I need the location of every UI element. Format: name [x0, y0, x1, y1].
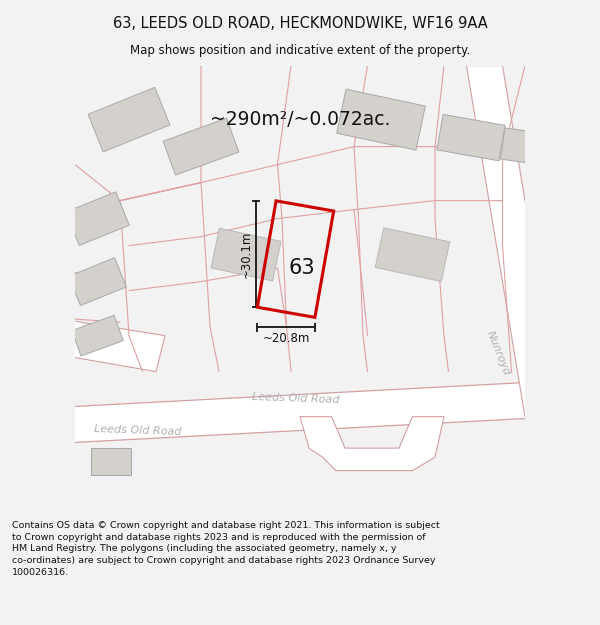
Polygon shape [88, 88, 170, 152]
Text: Nunroyd: Nunroyd [484, 330, 512, 378]
Polygon shape [467, 66, 561, 417]
Text: ~20.8m: ~20.8m [262, 332, 310, 345]
Polygon shape [375, 228, 450, 281]
Polygon shape [72, 315, 123, 356]
Text: Leeds Old Road: Leeds Old Road [251, 392, 340, 405]
Text: Map shows position and indicative extent of the property.: Map shows position and indicative extent… [130, 44, 470, 57]
Polygon shape [163, 118, 239, 175]
Polygon shape [337, 89, 425, 150]
Polygon shape [211, 228, 281, 281]
Polygon shape [300, 417, 444, 471]
Polygon shape [500, 128, 550, 166]
Polygon shape [66, 192, 129, 246]
Polygon shape [437, 114, 505, 161]
Text: Leeds Old Road: Leeds Old Road [94, 424, 182, 437]
Text: ~30.1m: ~30.1m [239, 231, 253, 278]
Text: 63, LEEDS OLD ROAD, HECKMONDWIKE, WF16 9AA: 63, LEEDS OLD ROAD, HECKMONDWIKE, WF16 9… [113, 16, 487, 31]
Text: Contains OS data © Crown copyright and database right 2021. This information is : Contains OS data © Crown copyright and d… [12, 521, 440, 577]
Text: ~290m²/~0.072ac.: ~290m²/~0.072ac. [210, 110, 390, 129]
Text: 63: 63 [289, 258, 316, 278]
Polygon shape [53, 381, 561, 444]
Polygon shape [53, 318, 165, 372]
Polygon shape [68, 258, 127, 306]
Polygon shape [91, 448, 131, 475]
